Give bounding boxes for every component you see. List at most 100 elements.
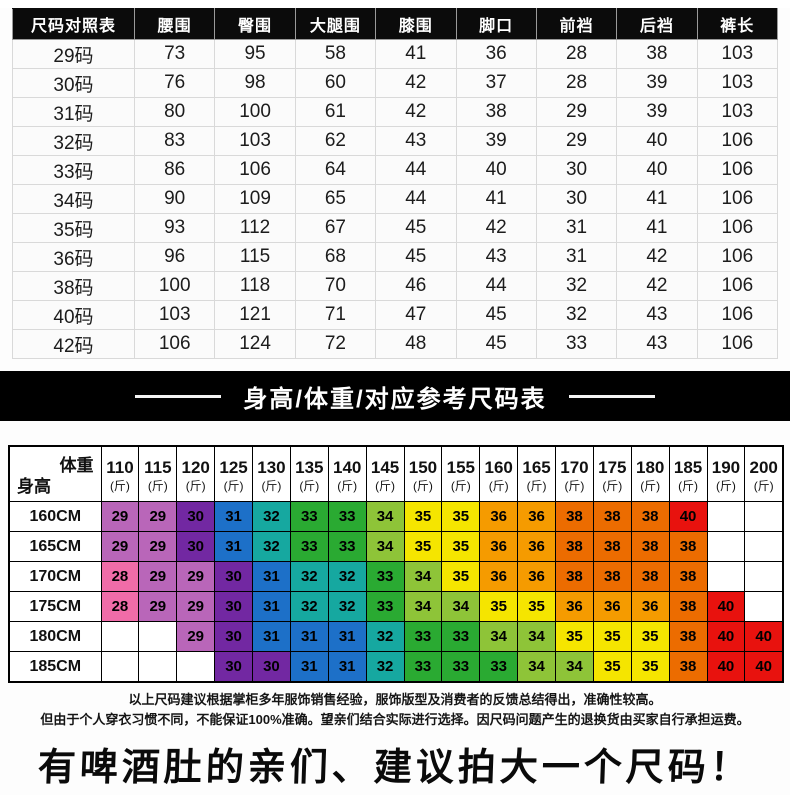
measurement-cell: 41	[375, 39, 457, 69]
measurement-cell: 106	[696, 126, 779, 156]
recommended-size-cell: 33	[403, 621, 443, 652]
recommended-size-cell: 35	[403, 531, 443, 562]
size-table-row: 40码 103 121 71 47 45 32 43 106	[12, 300, 779, 330]
size-table-row: 42码 106 124 72 48 45 33 43 106	[12, 329, 779, 359]
recommended-size-cell: 34	[365, 501, 405, 532]
size-table-row: 35码 93 112 67 45 42 31 41 106	[12, 213, 779, 243]
size-table-column-header: 腰围	[133, 8, 216, 40]
size-table-header-row: 尺码对照表 腰围 臀围 大腿围 膝围 脚口 前裆 后裆 裤长	[12, 8, 779, 40]
recommended-size-cell: 38	[555, 501, 594, 532]
weight-value: 180	[636, 458, 665, 477]
recommended-size-cell: 31	[214, 501, 253, 532]
recommended-size-cell: 32	[327, 591, 367, 622]
measurement-cell: 44	[375, 184, 457, 214]
measurement-cell: 103	[133, 300, 216, 330]
measurement-cell: 42	[375, 68, 457, 98]
matrix-body: 160CM 29 29 30 31 32 33 33 34 35 35 36 36 38 38 38 40 165…	[8, 501, 784, 683]
measurement-cell: 32	[535, 271, 618, 301]
size-label-cell: 29码	[12, 39, 135, 69]
size-label-cell: 42码	[12, 329, 135, 359]
measurement-cell: 106	[696, 242, 779, 272]
weight-column-header: 130 (斤)	[252, 445, 291, 502]
size-label-cell: 40码	[12, 300, 135, 330]
section-banner: 身高/体重/对应参考尺码表	[0, 371, 790, 421]
footer-brush-note: 有啤酒肚的亲们、建议拍大一个尺码！	[37, 744, 753, 789]
weight-unit-label: (斤)	[640, 479, 661, 493]
weight-value: 125	[219, 458, 248, 477]
recommended-size-cell: 36	[517, 501, 556, 532]
empty-size-cell	[138, 621, 178, 652]
weight-value: 115	[144, 458, 172, 477]
matrix-row: 175CM 28 29 29 30 31 32 32 33 34 34 35 35 36 36 36 38 40	[8, 591, 784, 622]
measurement-cell: 106	[696, 155, 779, 185]
recommended-size-cell: 36	[592, 591, 632, 622]
recommended-size-cell: 29	[138, 561, 178, 592]
measurement-cell: 41	[616, 184, 698, 214]
weight-value: 120	[181, 458, 210, 477]
size-label-cell: 36码	[12, 242, 135, 272]
measurement-cell: 31	[535, 213, 618, 243]
empty-size-cell	[138, 651, 178, 683]
weight-unit-label: (斤)	[602, 479, 623, 493]
measurement-cell: 40	[616, 126, 698, 156]
measurement-cell: 103	[696, 68, 779, 98]
matrix-corner-cell: 体重 身高	[8, 445, 102, 502]
weight-value: 160	[484, 458, 513, 477]
size-comparison-table: 尺码对照表 腰围 臀围 大腿围 膝围 脚口 前裆 后裆 裤长 29码 73 95 58 41 36 28 38…	[12, 8, 779, 359]
recommended-size-cell: 35	[403, 501, 443, 532]
recommended-size-cell: 30	[176, 501, 216, 532]
recommended-size-cell: 36	[517, 561, 556, 592]
measurement-cell: 106	[696, 300, 779, 330]
weight-value: 200	[749, 458, 778, 477]
recommended-size-cell: 38	[630, 531, 670, 562]
recommended-size-cell: 31	[327, 621, 367, 652]
disclaimer-line-1: 以上尺码建议根据掌柜多年服饰销售经验，服饰版型及消费者的反馈总结得出，准确性较高…	[128, 692, 662, 707]
recommended-size-cell: 36	[479, 531, 519, 562]
size-table-row: 36码 96 115 68 45 43 31 42 106	[12, 242, 779, 272]
weight-unit-label: (斤)	[715, 479, 736, 493]
height-weight-matrix-table: 体重 身高 110 (斤) 115 (斤) 120 (斤) 125 (斤) 130 (斤) 135 (…	[8, 445, 784, 683]
measurement-cell: 70	[294, 271, 377, 301]
weight-column-header: 115 (斤)	[138, 445, 178, 502]
weight-unit-label: (斤)	[147, 479, 168, 493]
recommended-size-cell: 30	[214, 651, 253, 683]
measurement-cell: 121	[214, 300, 296, 330]
recommended-size-cell: 32	[365, 651, 405, 683]
recommended-size-cell: 38	[555, 531, 594, 562]
recommended-size-cell: 33	[441, 651, 481, 683]
weight-unit-label: (斤)	[375, 479, 396, 493]
recommended-size-cell: 29	[100, 531, 140, 562]
height-label-cell: 180CM	[8, 621, 102, 652]
weight-column-header: 165 (斤)	[517, 445, 556, 502]
weight-value: 150	[408, 458, 438, 477]
recommended-size-cell: 32	[289, 561, 329, 592]
recommended-size-cell: 34	[555, 651, 594, 683]
measurement-cell: 62	[294, 126, 377, 156]
measurement-cell: 41	[616, 213, 698, 243]
recommended-size-cell: 38	[592, 531, 632, 562]
weight-value: 155	[446, 458, 475, 477]
recommended-size-cell: 33	[327, 531, 367, 562]
corner-weight-label: 体重	[59, 456, 94, 475]
weight-column-header: 200 (斤)	[744, 445, 784, 502]
measurement-cell: 40	[616, 155, 698, 185]
weight-unit-label: (斤)	[526, 479, 547, 493]
measurement-cell: 76	[133, 68, 216, 98]
recommended-size-cell: 30	[176, 531, 216, 562]
recommended-size-cell: 38	[630, 561, 670, 592]
recommended-size-cell: 33	[327, 501, 367, 532]
recommended-size-cell: 29	[176, 591, 216, 622]
empty-size-cell	[706, 561, 746, 592]
size-table-body: 29码 73 95 58 41 36 28 38 103 30码 76 98 60 42 37 28 39 103…	[12, 39, 779, 359]
height-label-cell: 185CM	[8, 651, 102, 683]
size-table-column-header: 脚口	[455, 8, 537, 40]
recommended-size-cell: 35	[555, 621, 594, 652]
recommended-size-cell: 38	[630, 501, 670, 532]
recommended-size-cell: 35	[630, 621, 670, 652]
empty-size-cell	[176, 651, 216, 683]
measurement-cell: 80	[133, 97, 216, 127]
weight-unit-label: (斤)	[753, 479, 774, 493]
recommended-size-cell: 34	[441, 591, 481, 622]
measurement-cell: 106	[696, 271, 779, 301]
size-label-cell: 32码	[12, 126, 135, 156]
